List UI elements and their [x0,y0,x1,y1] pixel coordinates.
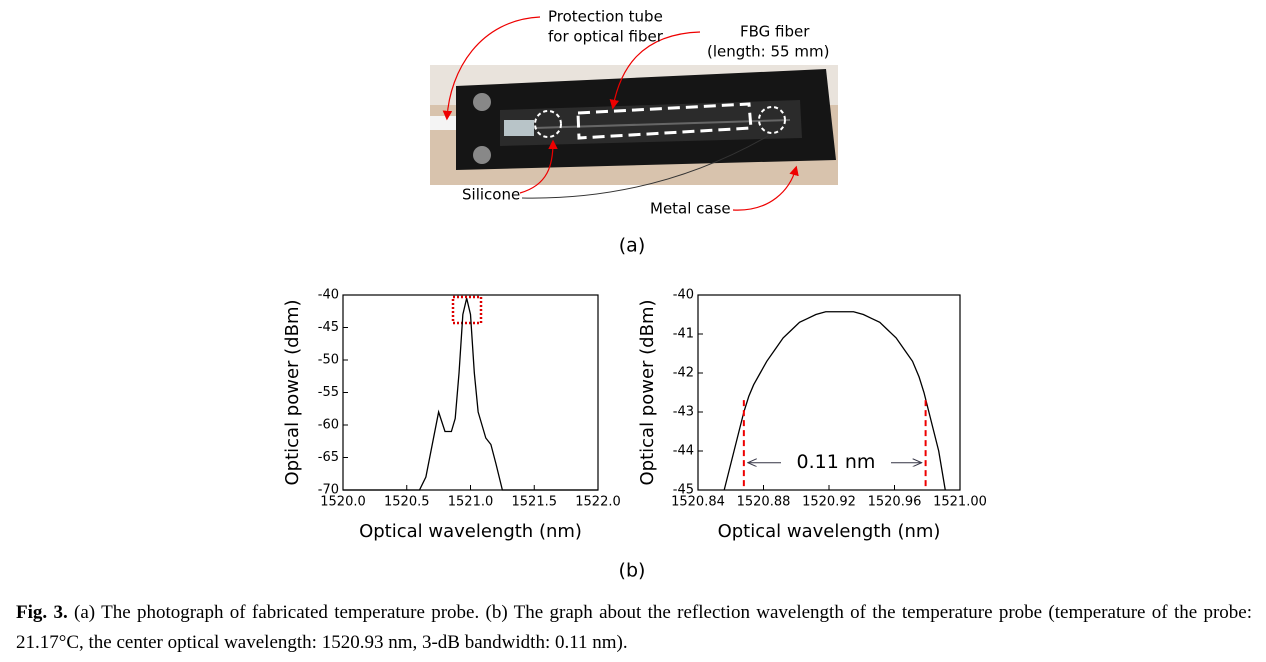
panel-label: (a) [619,235,645,257]
photo-label: for optical fiber [548,28,664,46]
y-tick-label: -55 [318,385,339,400]
y-tick-label: -40 [318,288,339,303]
x-tick-label: 1520.84 [671,495,725,510]
x-tick-label: 1520.88 [737,495,791,510]
annotation: 0.11 nm [797,451,876,473]
data-line [723,311,946,491]
data-line [343,298,598,491]
x-axis-label: Optical wavelength (nm) [359,521,582,542]
x-axis-label: Optical wavelength (nm) [718,521,941,542]
x-tick-label: 1521.5 [512,495,558,510]
photo-label: Silicone [462,186,520,204]
caption-label: Fig. 3. [16,602,68,623]
y-tick-label: -60 [318,418,339,433]
photo [430,16,838,211]
x-tick-label: 1520.5 [384,495,430,510]
caption-text: (a) The photograph of fabricated tempera… [16,602,1253,653]
photo-label: Protection tube [548,8,663,26]
y-tick-label: -45 [673,483,694,498]
x-tick-label: 1521.0 [448,495,494,510]
figure: Protection tube for optical fiber FBG fi… [282,8,987,582]
y-tick-label: -43 [673,405,694,420]
photo-label: (length: 55 mm) [707,43,829,61]
y-tick-label: -40 [673,288,694,303]
y-tick-label: -45 [318,320,339,335]
y-tick-label: -70 [318,483,339,498]
caption: Fig. 3. (a) The photograph of fabricated… [16,598,1252,658]
y-tick-label: -44 [673,444,694,459]
y-tick-label: -42 [673,366,694,381]
panel-label: (b) [619,560,646,582]
y-tick-label: -50 [318,353,339,368]
x-tick-label: 1520.0 [320,495,366,510]
x-tick-label: 1521.00 [933,495,987,510]
y-tick-label: -41 [673,327,694,342]
y-axis-label: Optical power (dBm) [637,299,658,485]
x-tick-label: 1520.96 [868,495,922,510]
highlight-box [451,295,483,325]
photo-label: Metal case [650,200,731,218]
x-tick-label: 1520.92 [802,495,856,510]
y-tick-label: -65 [318,450,339,465]
x-tick-label: 1522.0 [575,495,621,510]
y-axis-label: Optical power (dBm) [282,299,303,485]
photo-label: FBG fiber [740,23,810,41]
